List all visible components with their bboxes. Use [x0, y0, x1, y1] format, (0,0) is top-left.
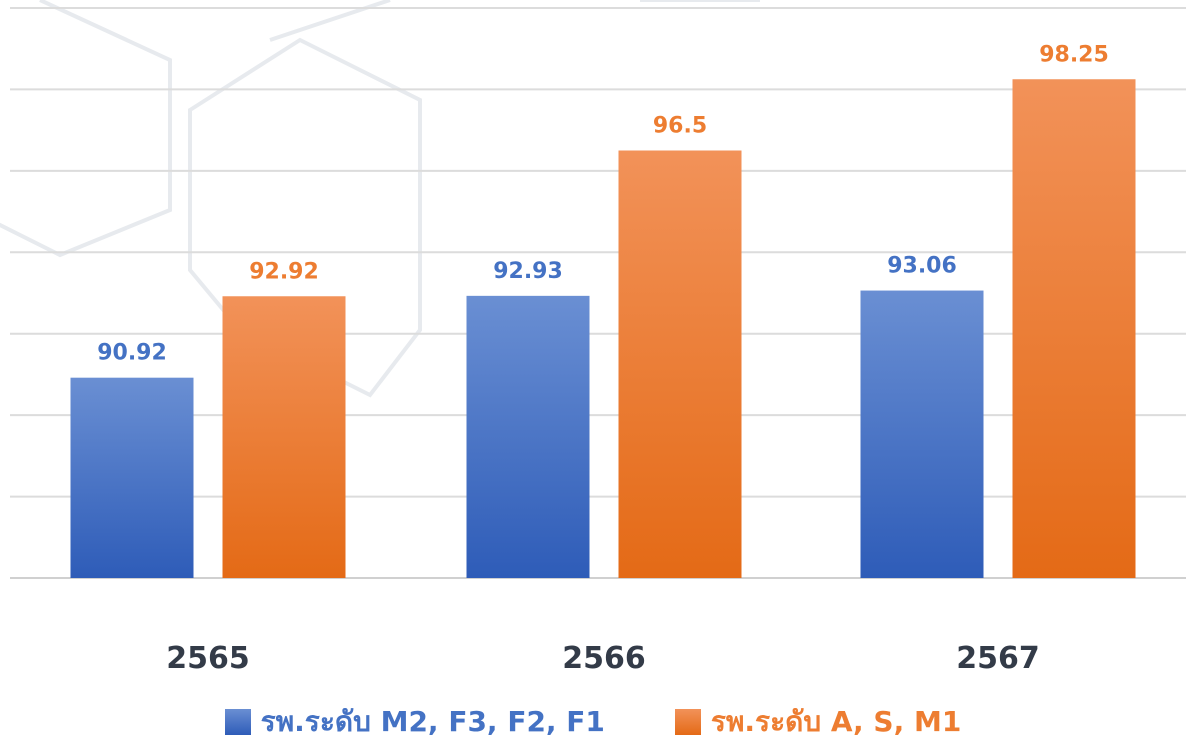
- x-tick-label-2566: 2566: [562, 641, 646, 676]
- legend-swatch-blue: [224, 709, 251, 735]
- legend-item-series-2[interactable]: รพ.ระดับ A, S, M1: [674, 700, 962, 744]
- data-label-2565-series-2: 92.92: [249, 259, 319, 284]
- legend-label-series-1: รพ.ระดับ M2, F3, F2, F1: [260, 705, 605, 738]
- bar-2566-series-2[interactable]: [618, 150, 742, 579]
- data-label-2567-series-1: 93.06: [887, 254, 957, 279]
- legend-item-series-1[interactable]: รพ.ระดับ M2, F3, F2, F1: [224, 700, 605, 744]
- bar-2567-series-1[interactable]: [860, 290, 984, 578]
- gridlines: [10, 7, 1186, 579]
- data-labels: 90.92 92.92 92.93 96.5 93.06 98.25: [97, 42, 1109, 365]
- data-label-2565-series-1: 90.92: [97, 341, 167, 366]
- legend-swatch-orange: [674, 709, 701, 735]
- x-axis-ticks: 2565 2566 2567: [166, 641, 1040, 676]
- bar-2565-series-1[interactable]: [70, 377, 194, 578]
- data-label-2566-series-2: 96.5: [653, 114, 707, 139]
- x-tick-label-2565: 2565: [166, 641, 250, 676]
- data-label-2567-series-2: 98.25: [1039, 42, 1109, 67]
- bar-2567-series-2[interactable]: [1012, 79, 1136, 578]
- bar-2566-series-1[interactable]: [466, 295, 590, 578]
- bars: [70, 79, 1136, 579]
- legend: รพ.ระดับ M2, F3, F2, F1 รพ.ระดับ A, S, M…: [0, 700, 1186, 744]
- bar-2565-series-2[interactable]: [222, 296, 346, 578]
- legend-label-series-2: รพ.ระดับ A, S, M1: [710, 705, 962, 738]
- background-hexagon-decoration: [0, 0, 760, 398]
- data-label-2566-series-1: 92.93: [493, 259, 563, 284]
- x-tick-label-2567: 2567: [956, 641, 1040, 676]
